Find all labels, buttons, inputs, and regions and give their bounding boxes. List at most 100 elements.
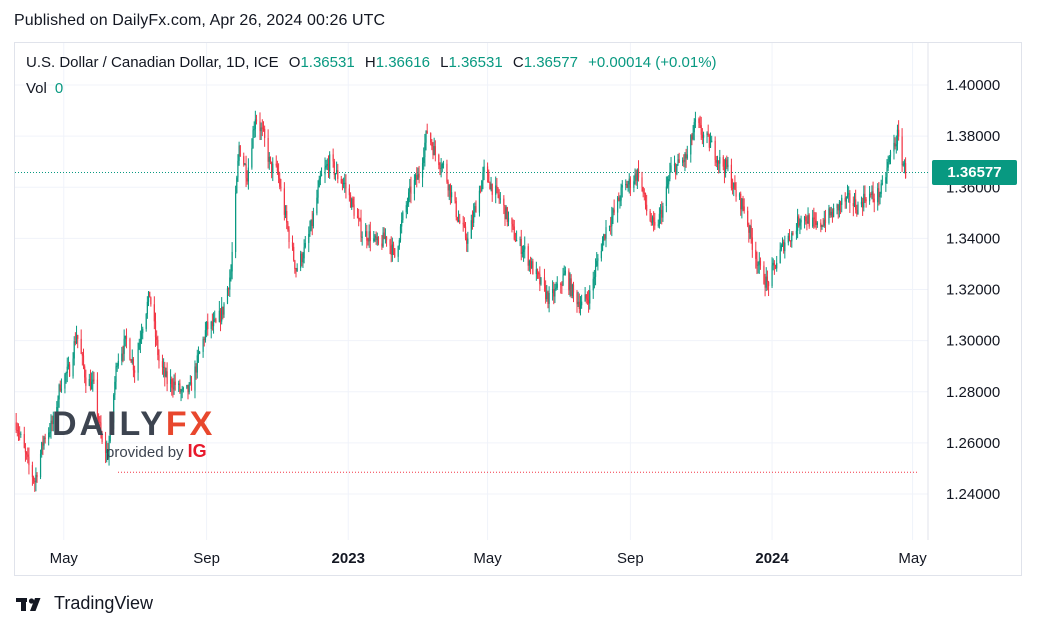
candle-body bbox=[482, 172, 484, 181]
tradingview-label: TradingView bbox=[54, 593, 154, 613]
candle-body bbox=[751, 237, 753, 250]
candle-body bbox=[831, 211, 834, 218]
candle-body bbox=[673, 164, 676, 166]
candle-body bbox=[741, 198, 743, 210]
candle-body bbox=[293, 246, 295, 261]
candle-body bbox=[20, 433, 22, 435]
candle-body bbox=[783, 241, 785, 252]
candle-body bbox=[531, 261, 533, 268]
y-tick-label: 1.38000 bbox=[946, 128, 1000, 145]
candle-body bbox=[60, 388, 63, 391]
candle-body bbox=[480, 190, 482, 192]
candle-body bbox=[852, 203, 854, 207]
candle-body bbox=[497, 187, 499, 195]
candle-body bbox=[243, 156, 245, 165]
candle-body bbox=[410, 186, 412, 194]
candle-body bbox=[605, 227, 607, 239]
candle-body bbox=[774, 264, 777, 269]
candle-body bbox=[815, 220, 817, 225]
candle-body bbox=[756, 258, 758, 266]
candle-body bbox=[150, 297, 152, 305]
candle-body bbox=[145, 313, 147, 329]
candle-body bbox=[401, 220, 403, 227]
candle-body bbox=[121, 353, 123, 361]
candle-body bbox=[895, 144, 897, 147]
candle-body bbox=[499, 198, 501, 200]
candle-body bbox=[513, 226, 515, 240]
candle-body bbox=[125, 335, 128, 340]
candle-body bbox=[361, 236, 363, 238]
candle-body bbox=[699, 123, 701, 126]
candle-body bbox=[889, 151, 892, 157]
candle-body bbox=[634, 173, 636, 182]
candle-body bbox=[325, 165, 327, 168]
chart-frame[interactable] bbox=[14, 42, 1022, 576]
candle-body bbox=[504, 205, 506, 220]
candle-body bbox=[52, 415, 54, 425]
logo-daily: DAILY bbox=[52, 405, 166, 443]
candle-body bbox=[186, 384, 188, 388]
candle-body bbox=[597, 258, 599, 261]
candle-body bbox=[516, 239, 518, 242]
candle-body bbox=[173, 381, 175, 390]
candle-body bbox=[730, 164, 733, 189]
candle-body bbox=[261, 127, 263, 129]
candle-body bbox=[149, 291, 151, 298]
candle-body bbox=[714, 140, 716, 160]
candle-body bbox=[409, 186, 411, 193]
candle-body bbox=[27, 454, 29, 457]
candle-body bbox=[532, 261, 534, 275]
candle-body bbox=[42, 442, 44, 446]
candle-body bbox=[772, 262, 774, 266]
candle-body bbox=[300, 253, 302, 268]
candle-body bbox=[540, 277, 542, 285]
candle-body bbox=[870, 194, 872, 196]
candle-body bbox=[522, 249, 525, 252]
candle-body bbox=[89, 378, 92, 390]
candle-body bbox=[718, 160, 720, 164]
candle-body bbox=[218, 310, 220, 322]
candle-body bbox=[683, 160, 685, 162]
candle-body bbox=[474, 206, 476, 212]
candle-body bbox=[473, 211, 475, 223]
candle-body bbox=[813, 217, 815, 220]
y-tick-label: 1.26000 bbox=[946, 435, 1000, 452]
candle-body bbox=[190, 382, 193, 391]
candle-body bbox=[570, 278, 572, 296]
candle-body bbox=[491, 183, 493, 195]
candle-body bbox=[207, 321, 209, 329]
candle-body bbox=[153, 304, 155, 322]
candle-body bbox=[165, 371, 167, 377]
candle-body bbox=[661, 209, 663, 218]
candle-body bbox=[104, 441, 107, 453]
symbol-legend[interactable]: U.S. Dollar / Canadian Dollar, 1D, ICE O… bbox=[26, 54, 717, 71]
candle-body bbox=[369, 231, 371, 242]
candle-body bbox=[303, 247, 305, 259]
candle-body bbox=[731, 188, 734, 190]
candle-body bbox=[758, 260, 760, 265]
candle-body bbox=[283, 188, 285, 215]
candle-body bbox=[864, 193, 866, 200]
candle-body bbox=[23, 433, 25, 448]
candle-body bbox=[35, 474, 37, 483]
tradingview-brand[interactable]: TradingView bbox=[16, 593, 153, 614]
candle-body bbox=[561, 284, 563, 286]
candle-body bbox=[58, 384, 60, 400]
candle-body bbox=[584, 294, 586, 302]
candle-body bbox=[337, 170, 339, 179]
candle-body bbox=[115, 366, 117, 382]
candle-body bbox=[519, 239, 521, 241]
candle-body bbox=[529, 260, 532, 268]
candle-body bbox=[879, 193, 881, 198]
candle-body bbox=[795, 230, 798, 235]
candle-body bbox=[535, 269, 537, 275]
candle-body bbox=[287, 222, 289, 230]
candle-body bbox=[383, 232, 385, 240]
candle-body bbox=[706, 133, 708, 135]
ig-logo: IG bbox=[187, 441, 207, 461]
candle-body bbox=[440, 167, 442, 169]
candle-body bbox=[650, 220, 652, 223]
candle-body bbox=[161, 361, 164, 368]
candle-body bbox=[295, 268, 297, 271]
